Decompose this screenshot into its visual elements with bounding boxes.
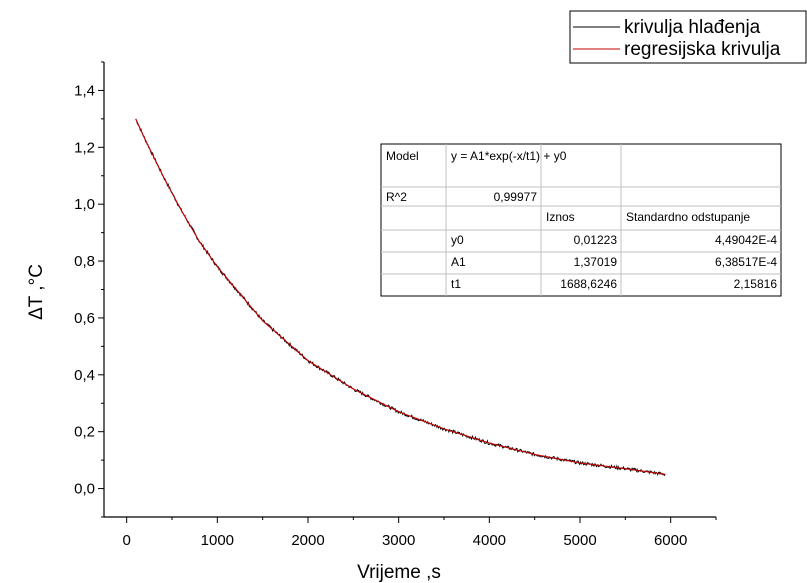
x-tick-label: 2000 [291,532,324,549]
table-cell: y = A1*exp(-x/t1) + y0 [451,149,567,163]
table-cell: Iznos [546,210,575,224]
y-tick-label: 1,4 [74,82,95,99]
legend-label: regresijska krivulja [624,39,781,60]
y-tick-label: 0,0 [74,481,95,498]
table-cell: A1 [451,255,466,269]
legend-label: krivulja hlađenja [624,17,761,38]
y-tick-label: 0,6 [74,310,95,327]
table-cell: 6,38517E-4 [715,255,777,269]
table-cell: t1 [451,277,461,291]
x-tick-label: 1000 [201,532,234,549]
table-cell: 2,15816 [734,277,778,291]
x-tick-label: 5000 [563,532,596,549]
x-tick-label: 0 [122,532,130,549]
table-cell: Model [386,149,419,163]
x-axis-ticks: 0 1000 2000 3000 4000 5000 6000 [122,517,717,549]
x-tick-label: 6000 [654,532,687,549]
y-tick-label: 1,0 [74,196,95,213]
y-tick-label: 1,2 [74,139,95,156]
table-cell: 4,49042E-4 [715,233,777,247]
x-tick-label: 3000 [382,532,415,549]
table-cell: 0,99977 [494,190,538,204]
table-cell: Standardno odstupanje [626,210,750,224]
fit-results-table: Model y = A1*exp(-x/t1) + y0 R^2 0,99977 Izn… [380,143,782,297]
y-axis-title: ΔT ,°C [26,264,47,320]
series-line-fit [135,118,666,475]
x-tick-label: 4000 [473,532,506,549]
y-axis-ticks: 0,0 0,2 0,4 0,6 0,8 1,0 1,2 1,4 [74,61,104,518]
table-cell: R^2 [386,190,407,204]
y-tick-label: 0,8 [74,253,95,270]
series-layer [135,118,666,477]
y-tick-label: 0,2 [74,424,95,441]
table-cell: 0,01223 [574,233,618,247]
x-axis-title: Vrijeme ,s [357,562,441,583]
table-cell: 1,37019 [574,255,618,269]
legend-box [569,10,807,64]
table-cell: y0 [451,233,464,247]
table-border [380,143,782,297]
table-cell: 1688,6246 [560,277,617,291]
y-tick-label: 0,4 [74,367,95,384]
